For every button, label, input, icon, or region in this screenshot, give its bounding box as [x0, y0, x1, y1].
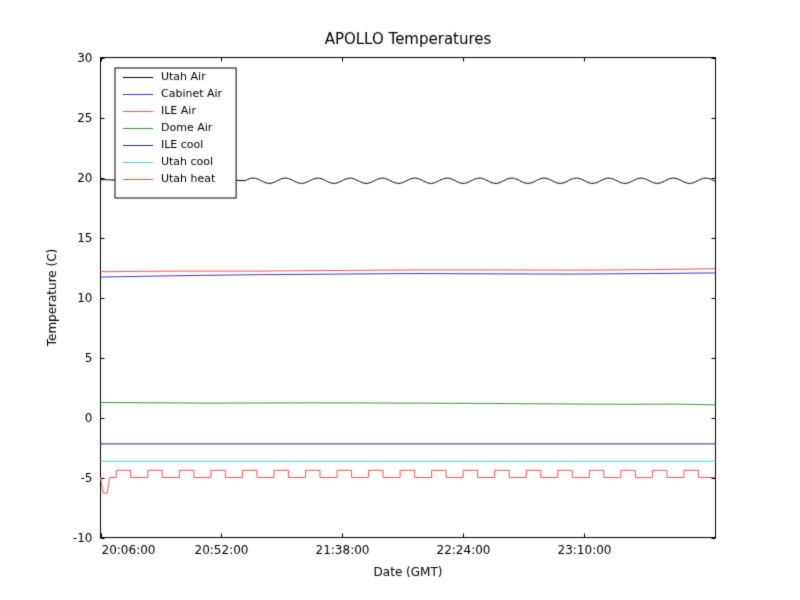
temperature-chart-canvas: [0, 0, 800, 600]
figure: [0, 0, 800, 600]
